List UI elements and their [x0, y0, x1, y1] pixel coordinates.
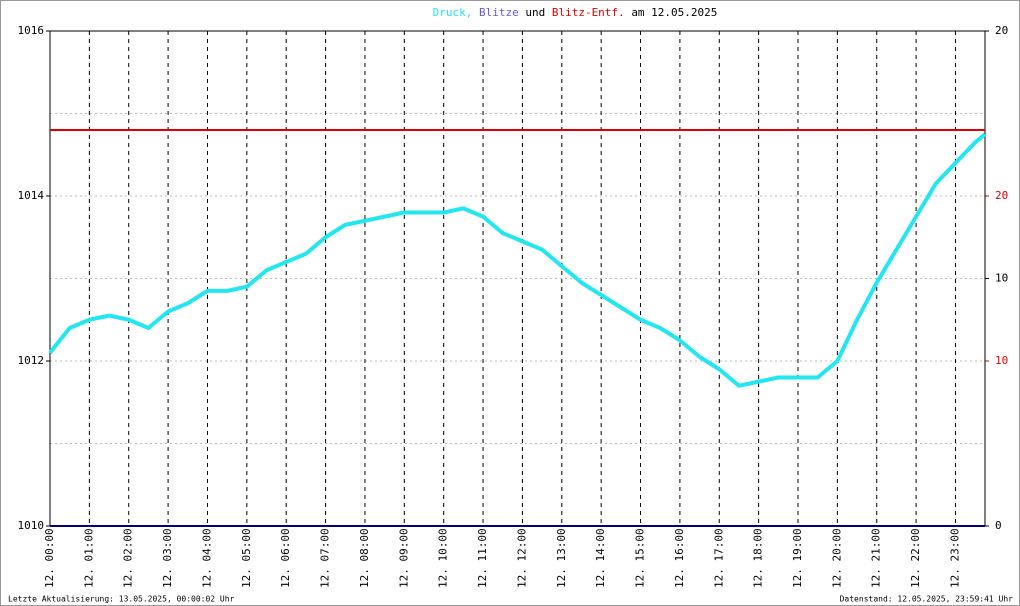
x-tick-label: 12. 01:00 [82, 528, 95, 588]
chart-title: Druck, Blitze und Blitz-Entf. am 12.05.2… [433, 6, 718, 19]
series-line [48, 132, 987, 388]
x-tick-label: 12. 04:00 [200, 528, 213, 588]
x-tick-label: 12. 09:00 [397, 528, 410, 588]
x-tick-label: 12. 16:00 [673, 528, 686, 588]
x-tick-label: 12. 11:00 [476, 528, 489, 588]
x-tick-label: 12. 13:00 [555, 528, 568, 588]
x-tick-label: 12. 20:00 [830, 528, 843, 588]
title-part: Blitze [479, 6, 519, 19]
x-tick-label: 12. 05:00 [240, 528, 253, 588]
y-tick-label: 1014 [18, 189, 45, 202]
y2-tick-label: 10 [995, 272, 1008, 285]
x-tick-label: 12. 10:00 [437, 528, 450, 588]
title-part: Blitz-Entf. [552, 6, 625, 19]
x-tick-label: 12. 03:00 [161, 528, 174, 588]
x-tick-label: 12. 17:00 [712, 528, 725, 588]
y3-tick-label: 20 [995, 189, 1008, 202]
x-tick-label: 12. 23:00 [948, 528, 961, 588]
x-tick-label: 12. 14:00 [594, 528, 607, 588]
title-part: Druck, [433, 6, 473, 19]
title-part: am 12.05.2025 [631, 6, 717, 19]
x-tick-label: 12. 08:00 [358, 528, 371, 588]
x-tick-label: 12. 22:00 [909, 528, 922, 588]
footer-left: Letzte Aktualisierung: 13.05.2025, 00:00… [8, 595, 235, 604]
x-tick-label: 12. 15:00 [634, 528, 647, 588]
footer-right: Datenstand: 12.05.2025, 23:59:41 Uhr [840, 595, 1014, 604]
x-tick-label: 12. 19:00 [791, 528, 804, 588]
title-part: und [525, 6, 545, 19]
y2-tick-label: 0 [995, 519, 1002, 532]
x-tick-label: 12. 02:00 [122, 528, 135, 588]
x-tick-label: 12. 12:00 [515, 528, 528, 588]
y-tick-label: 1016 [18, 24, 45, 37]
x-tick-label: 12. 21:00 [870, 528, 883, 588]
y-tick-label: 1010 [18, 519, 45, 532]
y-tick-label: 1012 [18, 354, 45, 367]
x-tick-label: 12. 07:00 [319, 528, 332, 588]
x-tick-label: 12. 18:00 [752, 528, 765, 588]
y3-tick-label: 10 [995, 354, 1008, 367]
x-tick-label: 12. 06:00 [279, 528, 292, 588]
x-tick-label: 12. 00:00 [43, 528, 56, 588]
y2-tick-label: 20 [995, 24, 1008, 37]
